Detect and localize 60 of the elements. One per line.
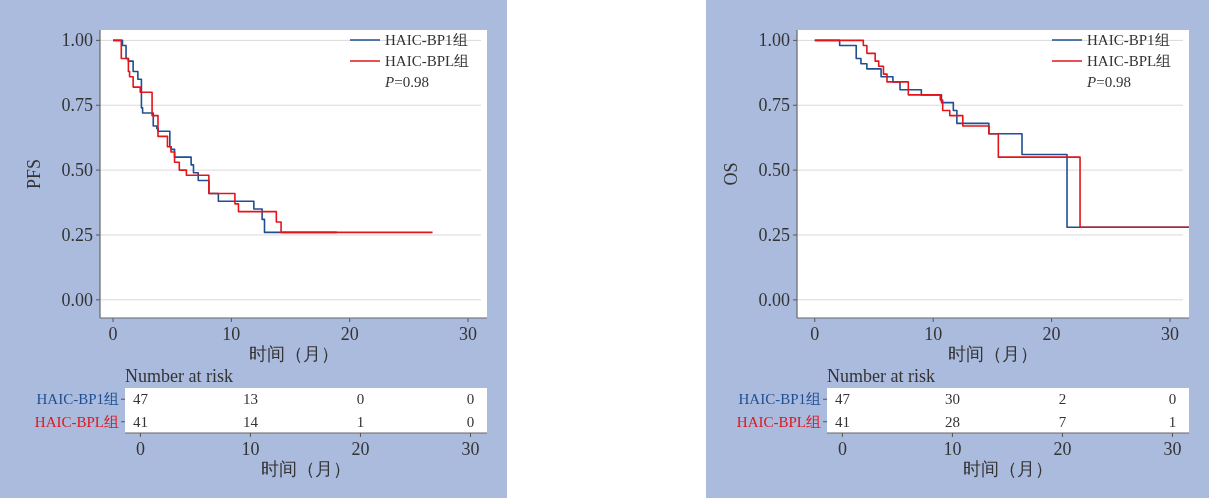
data-label: 0 <box>1168 391 1177 408</box>
x-tick-label: 20 <box>1053 439 1072 459</box>
legend-label: HAIC-BP1组 <box>385 32 468 48</box>
data-label: 0 <box>356 391 365 408</box>
y-tick-label: 0.50 <box>61 160 93 181</box>
y-tick-label: HAIC-BP1组 <box>738 391 821 408</box>
legend-label: HAIC-BPL组 <box>385 53 470 69</box>
x-tick-label: 10 <box>241 439 260 459</box>
data-label: 0 <box>466 391 475 408</box>
data-label: 2 <box>1058 391 1067 408</box>
x-tick-label: 0 <box>108 324 118 344</box>
annotation: P=0.98 <box>384 74 429 90</box>
y-tick-label: 0.00 <box>61 289 93 310</box>
x-tick-label: 0 <box>837 439 847 459</box>
legend-label: HAIC-BP1组 <box>1087 32 1170 48</box>
data-label: 0 <box>466 413 475 430</box>
data-label: 47 <box>132 391 149 408</box>
x-axis-title: 时间（月） <box>963 459 1053 479</box>
data-label: 30 <box>944 391 960 408</box>
y-tick-label: 0.00 <box>758 289 790 310</box>
data-label: 41 <box>132 413 148 430</box>
data-label: 41 <box>834 413 850 430</box>
data-label: 1 <box>356 413 365 430</box>
data-label: 1 <box>1168 413 1177 430</box>
data-label: 7 <box>1058 413 1067 430</box>
y-tick-label: HAIC-BP1组 <box>36 391 119 408</box>
x-tick-label: 20 <box>1042 324 1061 344</box>
y-tick-label: 0.75 <box>61 95 93 116</box>
y-tick-label: HAIC-BPL组 <box>736 413 821 430</box>
x-tick-label: 10 <box>924 324 943 344</box>
y-axis-title: OS <box>721 162 741 186</box>
y-axis-title: PFS <box>24 158 44 190</box>
data-label: 47 <box>834 391 851 408</box>
y-tick-label: 0.50 <box>758 160 790 181</box>
data-label: 28 <box>944 413 960 430</box>
x-tick-label: 30 <box>459 324 478 344</box>
y-tick-label: HAIC-BPL组 <box>34 413 119 430</box>
legend-label: HAIC-BPL组 <box>1087 53 1172 69</box>
x-tick-label: 20 <box>351 439 370 459</box>
x-tick-label: 10 <box>222 324 241 344</box>
data-label: 14 <box>242 413 259 430</box>
chart-title: Number at risk <box>125 366 233 386</box>
y-tick-label: 0.25 <box>758 224 790 245</box>
x-axis-title: 时间（月） <box>261 459 351 479</box>
x-tick-label: 30 <box>1163 439 1182 459</box>
x-tick-label: 10 <box>943 439 962 459</box>
x-axis-title: 时间（月） <box>948 344 1038 364</box>
data-label: 13 <box>242 391 258 408</box>
x-tick-label: 30 <box>461 439 480 459</box>
x-tick-label: 20 <box>340 324 359 344</box>
y-tick-label: 1.00 <box>61 30 93 51</box>
y-tick-label: 1.00 <box>758 30 790 51</box>
y-tick-label: 0.25 <box>61 224 93 245</box>
x-axis-title: 时间（月） <box>248 344 339 364</box>
chart-title: Number at risk <box>827 366 935 386</box>
x-tick-label: 0 <box>810 324 820 344</box>
y-tick-label: 0.75 <box>758 95 790 116</box>
annotation: P=0.98 <box>1086 74 1131 90</box>
x-tick-label: 0 <box>135 439 145 459</box>
x-tick-label: 30 <box>1161 324 1180 344</box>
